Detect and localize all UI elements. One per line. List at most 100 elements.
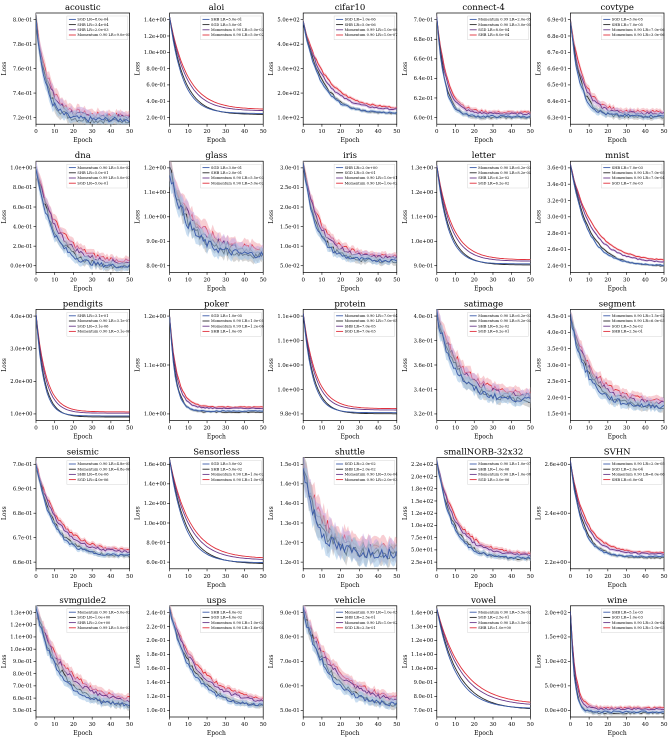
y-tick-label: 1.0e-01 bbox=[146, 708, 166, 714]
x-tick-label: 0 bbox=[435, 722, 439, 728]
x-tick-label: 40 bbox=[375, 277, 382, 283]
y-tick-label: 2.5e-01 bbox=[280, 185, 300, 191]
y-tick-label: 3.2e-01 bbox=[414, 412, 434, 418]
legend-entry: Momentum 0.90 LR=1.0e-03 bbox=[211, 621, 265, 625]
legend-entry: SHB LR=3.1e-01 bbox=[77, 314, 108, 318]
legend-entry: SGD LR=3.5e-02 bbox=[612, 324, 643, 328]
legend-box bbox=[333, 15, 396, 40]
legend-entry: SHB LR=2.5e-01 bbox=[345, 616, 376, 620]
legend-entry: SGD LR=6.2e-01 bbox=[478, 330, 509, 334]
subplot-mnist: mnist 0 10 20 30 40 50 Epoch 2.4e-01 2.6e-01 2.8e-… bbox=[535, 151, 668, 292]
y-tick-label: 7.2e-01 bbox=[13, 115, 33, 121]
x-axis-label: Epoch bbox=[340, 285, 359, 292]
series-line bbox=[169, 175, 264, 259]
legend-entry: Momentum 0.90 LR=1.0e-08 bbox=[478, 473, 532, 477]
series-line bbox=[303, 313, 397, 414]
subplot-glass: glass 0 10 20 30 40 50 Epoch 8.0e-01 9.0e-01 1.0e+… bbox=[135, 151, 268, 292]
legend-entry: Momentum 0.90 LR=3.0e-04 bbox=[612, 621, 666, 625]
y-tick-label: 1.0e+00 bbox=[10, 412, 32, 418]
subplot-title: segment bbox=[599, 299, 636, 309]
legend-entry: Momentum 0.99 LR=2.0e-05 bbox=[478, 18, 532, 22]
x-tick-label: 30 bbox=[89, 426, 96, 432]
y-tick-label: 1.0e+00 bbox=[277, 363, 299, 369]
x-tick-label: 10 bbox=[51, 722, 58, 728]
subplot-connect-4: connect-4 0 10 20 30 40 50 Epoch 6.0e-01 6.2e-01 6… bbox=[402, 3, 535, 144]
y-tick-label: 8.0e-01 bbox=[146, 66, 166, 72]
y-tick-label: 3.8e-01 bbox=[414, 338, 434, 344]
subplot-vehicle: vehicle 0 10 20 30 40 50 Epoch 5.0e-01 6.0e-01 7.0… bbox=[268, 596, 401, 737]
y-tick-label: 9.0e-01 bbox=[146, 239, 166, 245]
x-axis-label: Epoch bbox=[207, 285, 226, 292]
x-tick-label: 30 bbox=[489, 129, 496, 135]
y-tick-label: 1.4e-01 bbox=[146, 680, 166, 686]
plot-area bbox=[169, 16, 264, 115]
y-tick-label: 2.4e-01 bbox=[146, 610, 166, 616]
y-tick-label: 1.0e+00 bbox=[144, 215, 166, 221]
series-line bbox=[570, 163, 665, 263]
legend-entry: Momentum 0.90 LR=6.0e-06 bbox=[612, 473, 666, 477]
series-line bbox=[169, 17, 264, 110]
x-tick-label: 40 bbox=[642, 426, 649, 432]
legend-box bbox=[467, 312, 529, 337]
legend-box bbox=[333, 163, 396, 189]
y-tick-label: 1.0e-01 bbox=[280, 244, 300, 250]
legend-entry: Momentum 0.90 LR=5.0e-03 bbox=[211, 28, 265, 32]
y-tick-label: 1.6e+00 bbox=[144, 462, 166, 468]
subplot-title: smallNORB-32x32 bbox=[444, 448, 523, 458]
x-tick-label: 0 bbox=[435, 129, 439, 135]
series-line bbox=[436, 165, 531, 262]
legend-entry: SGD LR=3.1e-06 bbox=[77, 324, 109, 328]
legend-box bbox=[601, 312, 663, 337]
x-tick-label: 40 bbox=[375, 426, 382, 432]
y-axis-label: Loss bbox=[268, 62, 275, 76]
x-tick-label: 50 bbox=[527, 129, 534, 135]
plot-area bbox=[436, 165, 531, 266]
x-tick-label: 0 bbox=[435, 574, 439, 580]
y-tick-label: 2.0e+02 bbox=[411, 474, 433, 480]
legend-box bbox=[467, 460, 529, 485]
x-tick-label: 50 bbox=[126, 277, 133, 283]
x-tick-label: 30 bbox=[356, 574, 363, 580]
x-tick-label: 10 bbox=[586, 722, 593, 728]
subplot-title: cifar10 bbox=[335, 3, 366, 13]
y-tick-label: 1.5e+02 bbox=[545, 635, 567, 641]
y-axis-label: Loss bbox=[135, 655, 142, 669]
y-axis-label: Loss bbox=[135, 358, 142, 372]
legend-entry: SHB LR=5.0e-01 bbox=[77, 171, 108, 175]
series-line bbox=[303, 164, 397, 260]
y-tick-label: 7.0e-01 bbox=[13, 462, 33, 468]
x-axis-label: Epoch bbox=[340, 582, 359, 589]
y-axis-label: Loss bbox=[535, 210, 542, 224]
subplot-title: letter bbox=[472, 151, 497, 161]
x-tick-label: 50 bbox=[126, 129, 133, 135]
series-band bbox=[303, 457, 397, 568]
legend-entry: SGD LR=1.0e-06 bbox=[345, 18, 377, 22]
y-tick-label: 2.8e-01 bbox=[547, 231, 567, 237]
legend-entry: SHB LR=5.1e-03 bbox=[612, 610, 644, 614]
y-tick-label: 1.2e+00 bbox=[144, 314, 166, 320]
y-tick-label: 3.2e-01 bbox=[547, 198, 567, 204]
series-band bbox=[570, 312, 664, 413]
plot-area bbox=[570, 608, 665, 716]
x-axis-label: Epoch bbox=[340, 137, 359, 144]
x-tick-label: 30 bbox=[489, 277, 496, 283]
legend-entry: SHB LR=1.0e+00 bbox=[478, 626, 512, 630]
subplot-svmguide2: svmguide2 0 10 20 30 40 50 Epoch 5.0e-01 6.0e-01 7… bbox=[1, 596, 134, 737]
y-tick-label: 3.0e-01 bbox=[547, 215, 567, 221]
x-tick-label: 10 bbox=[185, 129, 192, 135]
series-line bbox=[36, 314, 130, 413]
x-tick-label: 40 bbox=[107, 722, 114, 728]
y-tick-label: 6.0e-01 bbox=[414, 115, 434, 121]
y-tick-label: 1.1e+00 bbox=[411, 215, 433, 221]
y-tick-label: 2.0e+02 bbox=[545, 610, 567, 616]
y-tick-label: 1.0e+02 bbox=[411, 523, 433, 529]
y-tick-label: 6.6e-01 bbox=[547, 66, 567, 72]
x-tick-label: 10 bbox=[586, 277, 593, 283]
x-tick-label: 0 bbox=[569, 574, 573, 580]
y-tick-label: 1.1e+00 bbox=[144, 190, 166, 196]
x-tick-label: 10 bbox=[318, 574, 325, 580]
legend-entry: SHB LR=8.0e-06 bbox=[77, 473, 109, 477]
x-axis-label: Epoch bbox=[207, 582, 226, 589]
x-tick-label: 30 bbox=[489, 574, 496, 580]
x-tick-label: 10 bbox=[318, 426, 325, 432]
